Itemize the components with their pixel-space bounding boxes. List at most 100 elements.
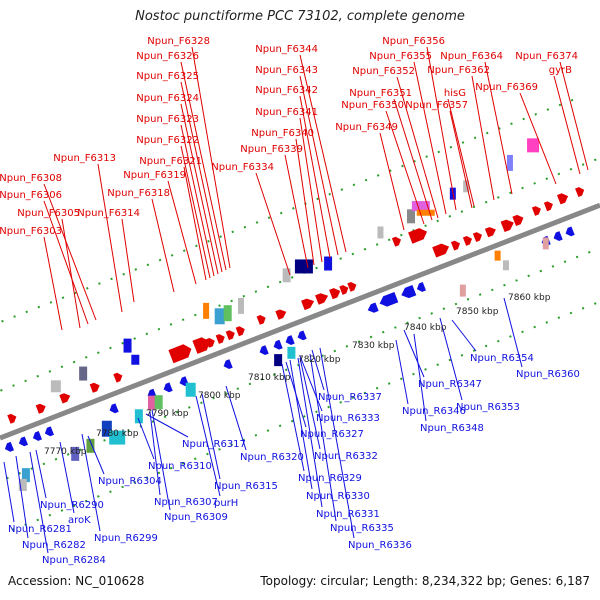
forward-gene-label: Npun_F6350 (341, 100, 404, 111)
feature-block-23 (154, 395, 163, 410)
forward-leader-7 (167, 180, 197, 285)
forward-leader-18 (299, 117, 323, 263)
reverse-gene-label: Npun_R6327 (300, 429, 364, 440)
forward-gene-25 (531, 206, 541, 216)
ruler-label: 7800 kbp (198, 391, 241, 401)
reverse-gene-label: Npun_R6307 (154, 497, 218, 508)
feature-block-30 (287, 346, 296, 359)
forward-gene-label: Npun_F6319 (123, 170, 186, 181)
forward-leader-11 (43, 200, 89, 325)
ruler-label: 7840 kbp (404, 323, 447, 333)
feature-block-33 (542, 237, 549, 250)
forward-gene-label: Npun_F6339 (240, 144, 303, 155)
forward-leader-4 (180, 124, 215, 277)
forward-leader-1 (180, 61, 227, 271)
forward-leader-13 (121, 218, 135, 303)
reverse-gene-label: Npun_R6284 (42, 555, 106, 566)
reverse-leader-28 (29, 451, 49, 554)
forward-gene-7 (205, 338, 215, 348)
forward-gene-6 (192, 337, 210, 354)
forward-leader-30 (447, 98, 475, 207)
reverse-leader-7 (299, 355, 323, 412)
reverse-leader-26 (3, 461, 15, 523)
forward-gene-5 (168, 344, 192, 364)
forward-leader-21 (255, 172, 291, 276)
label-layer: Npun_F6328 Npun_F6326 Npun_F6325 Npun_F6324… (0, 36, 580, 566)
forward-leader-8 (151, 198, 175, 293)
forward-gene-label: Npun_F6349 (335, 122, 398, 133)
reverse-gene-10 (273, 339, 283, 350)
forward-leader-9 (97, 163, 123, 313)
reverse-gene-label: Npun_R6348 (420, 423, 484, 434)
forward-leader-20 (284, 154, 309, 269)
feature-block-32 (502, 260, 509, 271)
forward-gene-16 (339, 285, 349, 295)
tick-track-0 (0, 95, 582, 324)
forward-gene-label: Npun_F6321 (139, 156, 202, 167)
forward-gene-label: Npun_F6328 (147, 36, 210, 47)
feature-block-4 (214, 308, 225, 325)
topology-summary: Topology: circular; Length: 8,234,322 bp… (260, 574, 590, 588)
reverse-gene-label: Npun_R6290 (40, 500, 104, 511)
reverse-leader-10 (281, 363, 305, 472)
ruler-label: 7820 kbp (298, 355, 341, 365)
feature-block-26 (71, 446, 80, 461)
reverse-gene-2 (32, 431, 42, 441)
forward-gene-label: Npun_F6362 (427, 65, 490, 76)
reverse-leader-18 (87, 435, 105, 475)
forward-gene-label: Npun_F6314 (77, 208, 140, 219)
forward-gene-label: Npun_F6322 (136, 135, 199, 146)
backbone-layer (0, 202, 600, 441)
feature-block-5 (223, 305, 232, 322)
forward-gene-label: Npun_F6364 (440, 51, 503, 62)
reverse-leader-23 (35, 449, 47, 499)
forward-gene-label: Npun_F6340 (251, 128, 314, 139)
reverse-gene-label: Npun_R6281 (8, 524, 72, 535)
feature-block-11 (377, 226, 384, 239)
forward-leader-28 (484, 61, 513, 195)
forward-gene-2 (59, 393, 71, 404)
reverse-gene-label: Npun_R6335 (330, 523, 394, 534)
feature-block-13 (411, 201, 430, 212)
forward-leader-0 (191, 46, 231, 269)
forward-leader-17 (299, 95, 331, 259)
ruler-label: 7860 kbp (508, 293, 551, 303)
reverse-gene-0 (4, 441, 15, 452)
ruler-label: 7850 kbp (456, 307, 499, 317)
forward-gene-23 (500, 219, 514, 232)
reverse-gene-label: Npun_R6330 (306, 491, 370, 502)
reverse-gene-12 (297, 330, 307, 341)
forward-leader-26 (385, 110, 425, 225)
reverse-leader-6 (311, 349, 325, 391)
reverse-gene-label: Npun_R6360 (516, 369, 580, 380)
tick-layer (0, 95, 600, 531)
reverse-leader-3 (439, 317, 463, 401)
page-title: Nostoc punctiforme PCC 73102, complete g… (135, 9, 465, 24)
forward-gene-label: Npun_F6313 (53, 153, 116, 164)
forward-gene-8 (215, 334, 225, 344)
reverse-leader-21 (195, 395, 221, 497)
tick-track-1 (0, 156, 600, 392)
reverse-leader-19 (201, 393, 221, 480)
forward-leader-23 (413, 61, 447, 215)
forward-gene-label: Npun_F6308 (0, 173, 62, 184)
feature-block-3 (131, 354, 140, 365)
reverse-gene-18 (553, 231, 563, 241)
reverse-gene-label: Npun_R6320 (240, 452, 304, 463)
forward-gene-3 (89, 382, 100, 393)
forward-gene-label: Npun_F6303 (0, 226, 62, 237)
feature-block-8 (282, 268, 291, 283)
forward-leader-14 (43, 236, 63, 331)
reverse-gene-label: Npun_R6333 (316, 413, 380, 424)
feature-block-12 (407, 209, 416, 224)
feature-block-28 (18, 478, 27, 491)
feature-block-29 (274, 354, 283, 367)
feature-block-2 (123, 338, 132, 353)
feature-block-31 (494, 250, 501, 261)
reverse-leader-5 (413, 333, 427, 422)
ruler-label: 7810 kbp (248, 373, 291, 383)
leader-lines (3, 46, 589, 554)
forward-leader-32 (559, 61, 589, 171)
reverse-gene-8 (223, 359, 233, 369)
reverse-gene-label: Npun_R6310 (148, 461, 212, 472)
